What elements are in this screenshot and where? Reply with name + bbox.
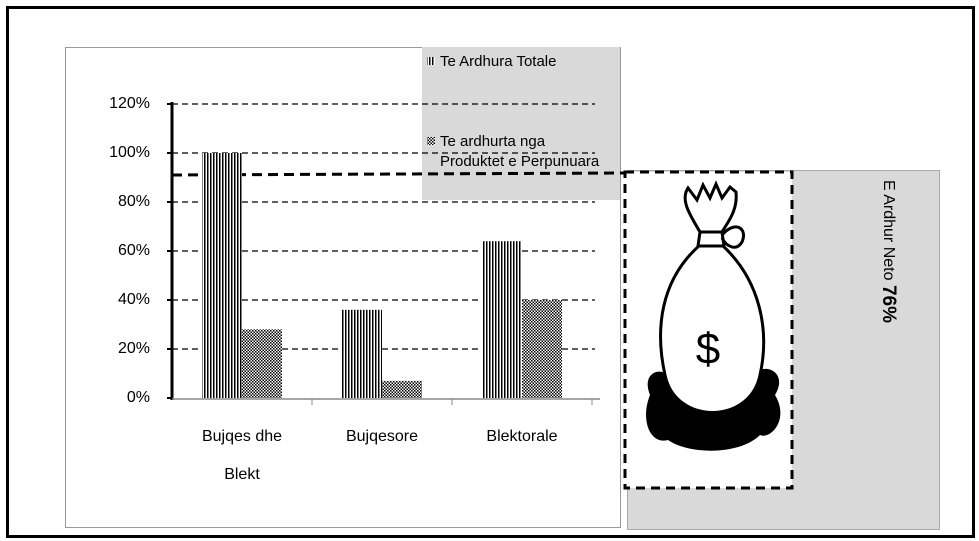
legend-label: Te ardhurta nga Produktet e Perpunuara [440, 133, 600, 170]
money-symbol: $ [696, 325, 720, 374]
bar [382, 380, 422, 398]
legend-swatch [427, 137, 435, 145]
bar [522, 300, 562, 398]
bar [342, 309, 382, 398]
y-tick-label: 40% [118, 291, 150, 308]
y-tick-label: 80% [118, 193, 150, 210]
annotation-label: E Ardhur Neto [880, 180, 897, 281]
legend-label: Te Ardhura Totale [440, 53, 557, 70]
bar [242, 329, 282, 398]
legend-swatch [427, 57, 435, 65]
y-tick-label: 0% [127, 389, 150, 406]
annotation-text: E Ardhur Neto 76% [878, 180, 899, 323]
y-tick-label: 120% [109, 95, 150, 112]
y-tick-label: 60% [118, 242, 150, 259]
x-tick-label: Bujqes dhe Blekt [201, 428, 283, 483]
outer-frame [6, 6, 975, 538]
legend-box [422, 47, 620, 200]
money-bag: $ [646, 180, 781, 451]
y-tick-label: 20% [118, 340, 150, 357]
annotation-value: 76% [878, 285, 899, 323]
x-tick-label: Bujqesore [345, 428, 419, 445]
x-tick-label: Blektorale [486, 428, 558, 445]
reference-line [171, 171, 626, 177]
y-tick-label: 100% [109, 144, 150, 161]
bar [482, 241, 522, 398]
bar [202, 153, 242, 398]
